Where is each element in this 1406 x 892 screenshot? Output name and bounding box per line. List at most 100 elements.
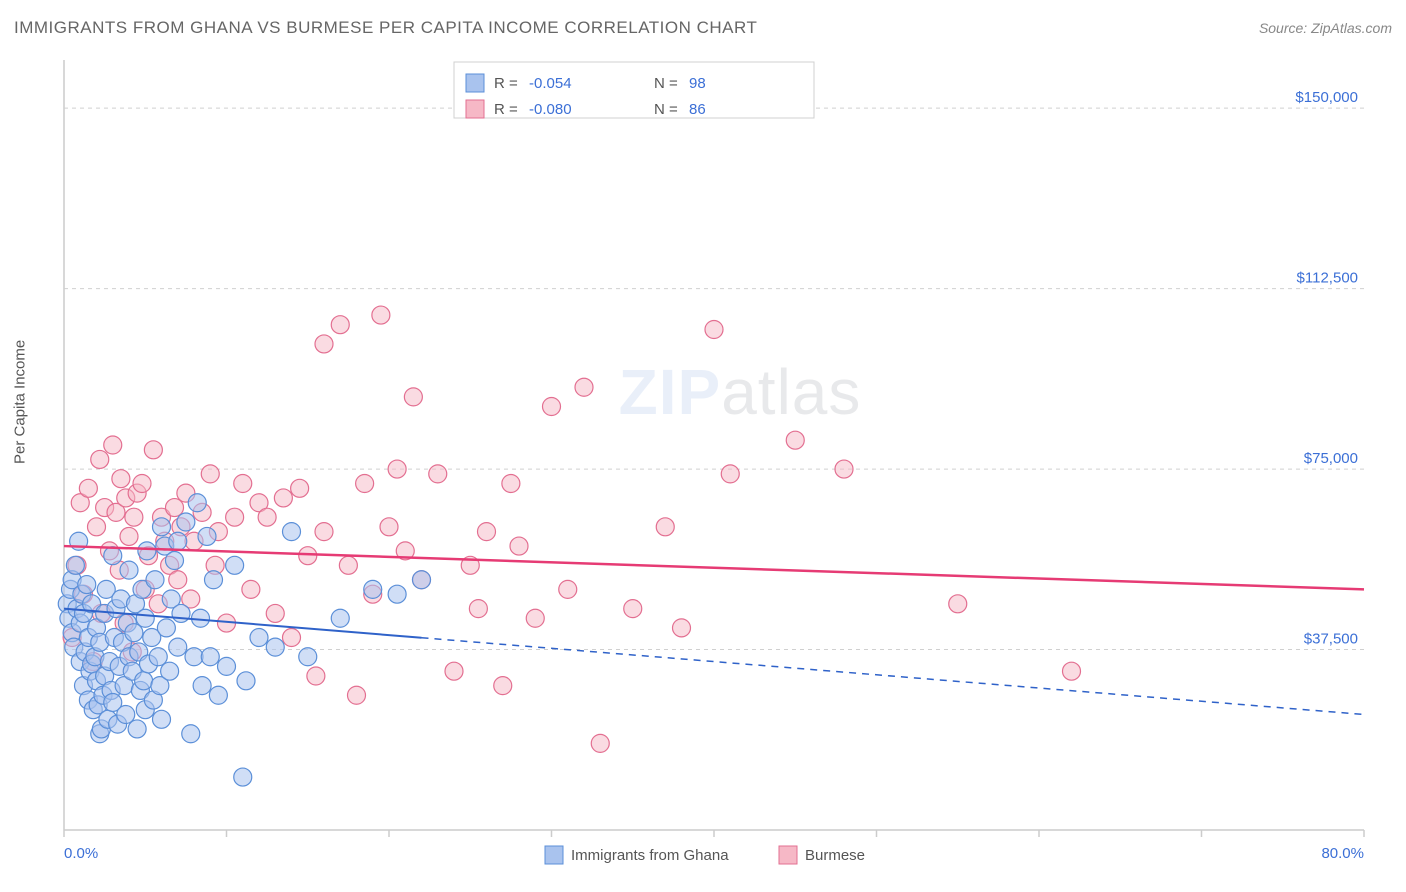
point-burmese [339,556,357,574]
point-burmese [144,441,162,459]
point-burmese [786,431,804,449]
point-ghana [172,604,190,622]
point-burmese [307,667,325,685]
point-burmese [331,316,349,334]
point-burmese [478,523,496,541]
point-ghana [331,609,349,627]
scatter-chart: $37,500$75,000$112,500$150,0000.0%80.0%Z… [14,50,1392,878]
point-ghana [177,513,195,531]
legend-r-value: -0.080 [529,101,572,118]
point-burmese [266,604,284,622]
point-burmese [91,450,109,468]
point-burmese [575,378,593,396]
point-ghana [153,518,171,536]
point-ghana [146,571,164,589]
point-burmese [169,571,187,589]
legend-r-value: -0.054 [529,75,572,92]
point-ghana [185,648,203,666]
point-burmese [591,734,609,752]
point-ghana [169,638,187,656]
point-burmese [721,465,739,483]
point-burmese [404,388,422,406]
point-burmese [380,518,398,536]
point-burmese [510,537,528,555]
point-ghana [237,672,255,690]
point-burmese [88,518,106,536]
point-burmese [445,662,463,680]
point-burmese [356,475,374,493]
point-burmese [226,508,244,526]
point-ghana [182,725,200,743]
point-burmese [526,609,544,627]
watermark: ZIPatlas [619,356,862,428]
x-tick-label-left: 0.0% [64,845,98,862]
legend-n-value: 86 [689,101,706,118]
legend-r-label: R = [494,75,518,92]
point-burmese [291,479,309,497]
y-axis-label: Per Capita Income [12,340,29,464]
point-burmese [258,508,276,526]
point-ghana [218,657,236,675]
source-label: Source: ZipAtlas.com [1259,20,1392,36]
point-burmese [133,475,151,493]
point-ghana [205,571,223,589]
point-burmese [315,335,333,353]
chart-container: Per Capita Income $37,500$75,000$112,500… [14,50,1392,878]
legend-n-label: N = [654,75,678,92]
point-burmese [388,460,406,478]
legend-swatch [466,74,484,92]
point-ghana [193,677,211,695]
point-ghana [169,532,187,550]
x-tick-label-right: 80.0% [1321,845,1364,862]
point-ghana [198,527,216,545]
point-ghana [388,585,406,603]
point-ghana [226,556,244,574]
point-burmese [1063,662,1081,680]
trend-burmese-solid [64,546,1364,589]
point-burmese [201,465,219,483]
point-burmese [348,686,366,704]
legend-swatch [779,846,797,864]
point-ghana [201,648,219,666]
legend-n-value: 98 [689,75,706,92]
chart-header: IMMIGRANTS FROM GHANA VS BURMESE PER CAP… [14,18,1392,38]
point-burmese [274,489,292,507]
point-burmese [79,479,97,497]
legend-r-label: R = [494,101,518,118]
point-ghana [120,561,138,579]
point-burmese [469,600,487,618]
point-burmese [624,600,642,618]
point-burmese [949,595,967,613]
point-burmese [120,527,138,545]
legend-n-label: N = [654,101,678,118]
point-burmese [835,460,853,478]
legend-swatch [466,100,484,118]
point-ghana [128,720,146,738]
point-burmese [125,508,143,526]
point-ghana [161,662,179,680]
point-burmese [112,470,130,488]
point-burmese [242,580,260,598]
point-burmese [673,619,691,637]
point-ghana [138,542,156,560]
point-ghana [283,523,301,541]
point-ghana [266,638,284,656]
legend-series-label: Immigrants from Ghana [571,847,729,864]
point-burmese [429,465,447,483]
y-tick-label: $37,500 [1304,631,1358,648]
point-burmese [494,677,512,695]
point-burmese [372,306,390,324]
point-ghana [136,609,154,627]
point-ghana [188,494,206,512]
chart-title: IMMIGRANTS FROM GHANA VS BURMESE PER CAP… [14,18,757,38]
point-ghana [78,576,96,594]
point-burmese [705,321,723,339]
point-burmese [502,475,520,493]
point-burmese [315,523,333,541]
point-burmese [299,547,317,565]
point-ghana [209,686,227,704]
point-ghana [66,556,84,574]
point-ghana [413,571,431,589]
point-ghana [166,552,184,570]
point-ghana [153,710,171,728]
